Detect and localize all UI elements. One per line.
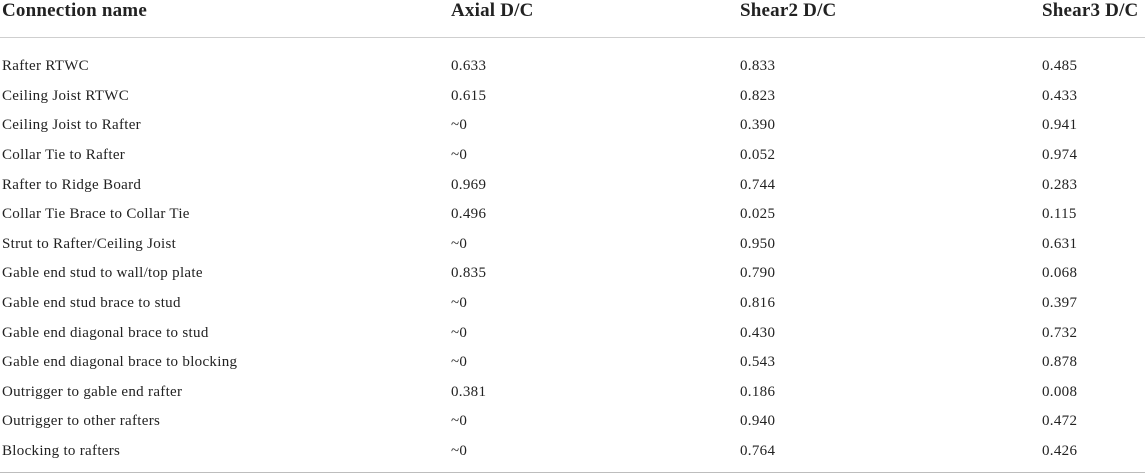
header-connection-name: Connection name	[2, 0, 147, 21]
cell-shear3-dc: 0.974	[1042, 147, 1078, 164]
cell-shear2-dc: 0.764	[740, 443, 776, 460]
cell-shear2-dc: 0.940	[740, 413, 776, 430]
cell-shear2-dc: 0.186	[740, 383, 776, 400]
cell-connection-name: Outrigger to gable end rafter	[2, 383, 183, 400]
cell-connection-name: Rafter RTWC	[2, 58, 89, 75]
cell-shear3-dc: 0.472	[1042, 413, 1078, 430]
cell-shear2-dc: 0.744	[740, 176, 776, 193]
table-row: Gable end diagonal brace to stud ~0 0.430 0…	[0, 318, 1145, 348]
cell-axial-dc: 0.969	[451, 176, 487, 193]
cell-connection-name: Ceiling Joist RTWC	[2, 87, 130, 104]
cell-shear3-dc: 0.941	[1042, 117, 1078, 134]
table-row: Outrigger to gable end rafter 0.381 0.186 0…	[0, 378, 1145, 408]
cell-shear3-dc: 0.433	[1042, 87, 1078, 104]
table-row: Ceiling Joist to Rafter ~0 0.390 0.941	[0, 111, 1145, 141]
cell-axial-dc: 0.835	[451, 265, 487, 282]
cell-connection-name: Rafter to Ridge Board	[2, 176, 142, 193]
cell-axial-dc: ~0	[451, 354, 468, 371]
cell-shear3-dc: 0.631	[1042, 235, 1078, 252]
cell-axial-dc: ~0	[451, 324, 468, 341]
cell-shear2-dc: 0.430	[740, 324, 776, 341]
table-row: Rafter to Ridge Board 0.969 0.744 0.283	[0, 170, 1145, 200]
cell-connection-name: Gable end stud brace to stud	[2, 295, 181, 312]
cell-axial-dc: ~0	[451, 413, 468, 430]
table-row: Blocking to rafters ~0 0.764 0.426	[0, 437, 1145, 467]
cell-connection-name: Blocking to rafters	[2, 443, 121, 460]
cell-shear3-dc: 0.068	[1042, 265, 1078, 282]
table-header: Connection name Axial D/C Shear2 D/C She…	[0, 0, 1145, 38]
cell-shear2-dc: 0.790	[740, 265, 776, 282]
cell-shear2-dc: 0.816	[740, 295, 776, 312]
table-row: Strut to Rafter/Ceiling Joist ~0 0.950 0.63…	[0, 230, 1145, 260]
table-bottom-rule	[0, 472, 1145, 473]
header-shear2-dc: Shear2 D/C	[740, 0, 837, 21]
cell-shear2-dc: 0.025	[740, 206, 776, 223]
cell-connection-name: Collar Tie Brace to Collar Tie	[2, 206, 190, 223]
header-axial-dc: Axial D/C	[451, 0, 534, 21]
cell-axial-dc: 0.615	[451, 87, 487, 104]
cell-shear3-dc: 0.397	[1042, 295, 1078, 312]
table-row: Collar Tie to Rafter ~0 0.052 0.974	[0, 141, 1145, 171]
table-row: Gable end stud brace to stud ~0 0.816 0.397	[0, 289, 1145, 319]
cell-shear3-dc: 0.283	[1042, 176, 1078, 193]
cell-shear2-dc: 0.052	[740, 147, 776, 164]
cell-axial-dc: ~0	[451, 235, 468, 252]
header-shear3-dc: Shear3 D/C	[1042, 0, 1139, 21]
cell-axial-dc: 0.381	[451, 383, 487, 400]
cell-connection-name: Outrigger to other rafters	[2, 413, 161, 430]
cell-connection-name: Gable end diagonal brace to blocking	[2, 354, 238, 371]
table-row: Collar Tie Brace to Collar Tie 0.496 0.025…	[0, 200, 1145, 230]
cell-connection-name: Ceiling Joist to Rafter	[2, 117, 141, 134]
cell-shear3-dc: 0.115	[1042, 206, 1077, 223]
cell-axial-dc: ~0	[451, 295, 468, 312]
cell-connection-name: Collar Tie to Rafter	[2, 147, 126, 164]
cell-shear2-dc: 0.833	[740, 58, 776, 75]
cell-connection-name: Gable end diagonal brace to stud	[2, 324, 209, 341]
cell-shear2-dc: 0.543	[740, 354, 776, 371]
table-row: Outrigger to other rafters ~0 0.940 0.472	[0, 407, 1145, 437]
table-row: Ceiling Joist RTWC 0.615 0.823 0.433	[0, 82, 1145, 112]
cell-axial-dc: 0.496	[451, 206, 487, 223]
cell-connection-name: Strut to Rafter/Ceiling Joist	[2, 235, 177, 252]
cell-shear2-dc: 0.823	[740, 87, 776, 104]
cell-axial-dc: ~0	[451, 117, 468, 134]
cell-shear2-dc: 0.950	[740, 235, 776, 252]
table-body: Rafter RTWC 0.633 0.833 0.485 Ceiling Joist …	[0, 38, 1145, 467]
table-row: Gable end stud to wall/top plate 0.835 0.7…	[0, 259, 1145, 289]
cell-shear3-dc: 0.732	[1042, 324, 1078, 341]
table-row: Rafter RTWC 0.633 0.833 0.485	[0, 38, 1145, 82]
cell-shear3-dc: 0.426	[1042, 443, 1078, 460]
table-row: Gable end diagonal brace to blocking ~0 0.…	[0, 348, 1145, 378]
header-row: Connection name Axial D/C Shear2 D/C She…	[0, 0, 1145, 38]
cell-shear3-dc: 0.878	[1042, 354, 1078, 371]
cell-shear2-dc: 0.390	[740, 117, 776, 134]
cell-axial-dc: 0.633	[451, 58, 487, 75]
cell-axial-dc: ~0	[451, 443, 468, 460]
cell-shear3-dc: 0.008	[1042, 383, 1078, 400]
cell-shear3-dc: 0.485	[1042, 58, 1078, 75]
cell-connection-name: Gable end stud to wall/top plate	[2, 265, 203, 282]
cell-axial-dc: ~0	[451, 147, 468, 164]
